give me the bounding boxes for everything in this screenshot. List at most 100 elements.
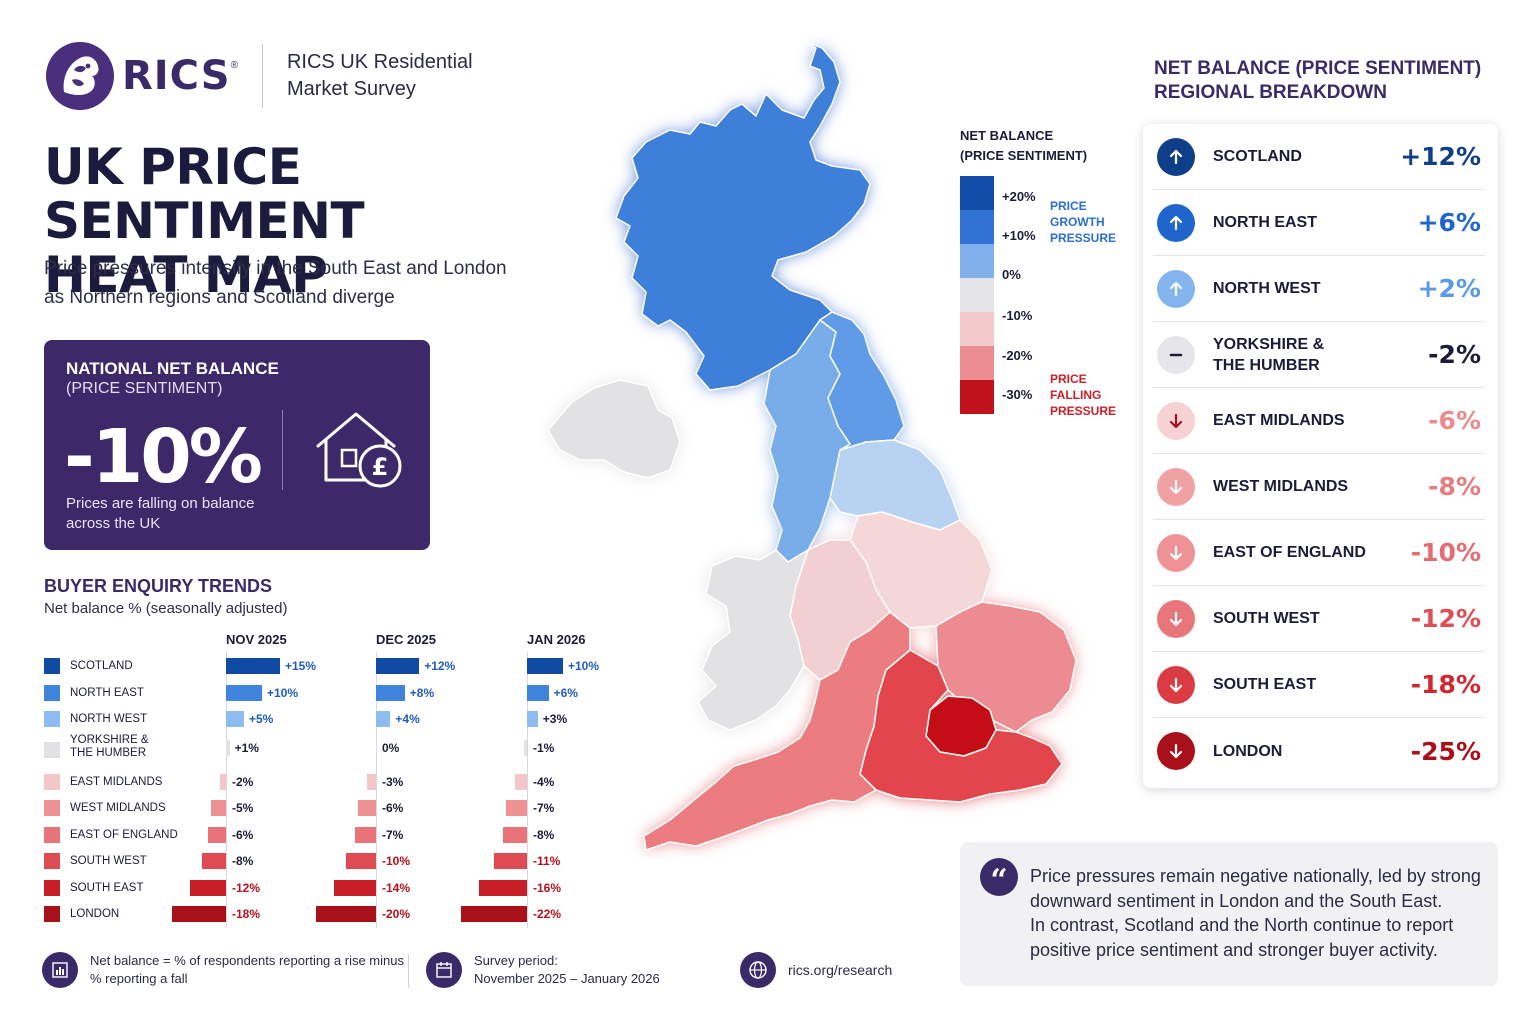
- website-link[interactable]: rics.org/research: [788, 962, 893, 978]
- regional-row: NORTH EAST +6%: [1153, 190, 1485, 256]
- trend-bar: [515, 774, 527, 790]
- trend-bar: [358, 800, 376, 816]
- national-divider: [282, 410, 283, 490]
- arrow-down-icon: [1157, 467, 1195, 506]
- logo-text: RICS: [122, 53, 231, 99]
- footer-note: Net balance = % of respondents reporting…: [42, 952, 404, 988]
- trend-bar: [334, 880, 376, 896]
- series-header: DEC 2025: [376, 632, 436, 647]
- series-axis-line: [376, 652, 377, 928]
- trend-bar-label: -18%: [232, 907, 261, 921]
- trend-category: WEST MIDLANDS: [44, 800, 180, 816]
- legend-swatch: [960, 380, 994, 414]
- legend-swatch: [960, 244, 994, 278]
- trend-bar: [211, 800, 226, 816]
- legend-tick-label: +20%: [1002, 189, 1036, 204]
- trend-bar-label: -16%: [533, 881, 562, 895]
- trend-bar-label: +3%: [542, 712, 568, 726]
- trend-bar-label: -7%: [382, 828, 404, 842]
- category-swatch: [44, 742, 60, 758]
- rics-logo-icon: [46, 42, 114, 110]
- trend-bar-label: +6%: [553, 686, 578, 700]
- category-label: EAST OF ENGLAND: [70, 828, 178, 841]
- regional-value: -8%: [1428, 472, 1481, 501]
- regional-row: SCOTLAND +12%: [1153, 124, 1485, 190]
- national-description: Prices are falling on balance across the…: [66, 495, 255, 532]
- national-value: -10%: [64, 414, 263, 500]
- category-label: YORKSHIRE & THE HUMBER: [70, 734, 149, 759]
- trend-bar: [226, 740, 230, 756]
- trend-bar-label: -2%: [232, 775, 254, 789]
- trend-bar: [172, 906, 226, 922]
- trends-subtitle: Net balance % (seasonally adjusted): [44, 600, 288, 617]
- quote-icon: “: [980, 858, 1018, 898]
- regional-row: SOUTH EAST -18%: [1153, 652, 1485, 718]
- regional-row: WEST MIDLANDS -8%: [1153, 454, 1485, 520]
- trend-bar-label: -6%: [382, 801, 404, 815]
- quote-box: “ Price pressures remain negative nation…: [960, 842, 1498, 986]
- trend-bar: [226, 685, 262, 701]
- regional-value: +6%: [1417, 208, 1481, 237]
- regional-name: YORKSHIRE & THE HUMBER: [1213, 335, 1325, 374]
- page-title: UK PRICE SENTIMENT HEAT MAP: [44, 138, 365, 304]
- trend-bar: [202, 853, 226, 869]
- trend-bar: [376, 685, 405, 701]
- legend-swatch: [960, 278, 994, 312]
- map-region-south-west: [643, 611, 911, 851]
- category-swatch: [44, 800, 60, 816]
- regional-name: WEST MIDLANDS: [1213, 478, 1349, 495]
- trend-category: NORTH WEST: [44, 711, 180, 727]
- regional-name: SCOTLAND: [1213, 148, 1302, 165]
- legend-swatch: [960, 346, 994, 380]
- legend-tick-label: -20%: [1002, 348, 1033, 363]
- regional-row: EAST OF ENGLAND -10%: [1153, 520, 1485, 586]
- arrow-down-icon: [1157, 599, 1195, 638]
- regional-row: SOUTH WEST -12%: [1153, 586, 1485, 652]
- arrow-down-icon: [1157, 665, 1195, 704]
- trend-bar: [506, 800, 527, 816]
- trends-title: BUYER ENQUIRY TRENDS: [44, 576, 273, 596]
- series-axis-line: [527, 652, 528, 928]
- trend-bar: [346, 853, 376, 869]
- legend-falling-note: PRICE FALLING PRESSURE: [1050, 372, 1117, 418]
- category-label: SCOTLAND: [70, 659, 133, 672]
- trend-category: SOUTH EAST: [44, 880, 180, 896]
- header-divider: [261, 44, 263, 108]
- footer-website[interactable]: rics.org/research: [740, 952, 892, 988]
- category-swatch: [44, 658, 60, 674]
- series-header: NOV 2025: [226, 632, 287, 647]
- category-swatch: [44, 685, 60, 701]
- trend-bar-label: -8%: [533, 828, 555, 842]
- regional-value: -25%: [1410, 736, 1481, 766]
- trend-bar: [190, 880, 226, 896]
- category-label: WEST MIDLANDS: [70, 801, 166, 814]
- category-label: NORTH EAST: [70, 686, 144, 699]
- trend-bar-label: -8%: [232, 854, 254, 868]
- trend-bar: [494, 853, 527, 869]
- trend-bar: [376, 711, 391, 727]
- registered-mark: ®: [230, 59, 238, 71]
- minus-icon: [1157, 335, 1195, 374]
- trend-bar-label: -1%: [533, 741, 555, 755]
- regional-row: EAST MIDLANDS -6%: [1153, 388, 1485, 454]
- bar-chart-icon: [42, 952, 78, 988]
- house-pound-icon: £: [316, 412, 402, 488]
- series-header: JAN 2026: [527, 632, 586, 647]
- regional-value: +2%: [1417, 274, 1481, 303]
- trend-category: SCOTLAND: [44, 658, 180, 674]
- regional-row: NORTH WEST +2%: [1153, 256, 1485, 322]
- trend-bar: [461, 906, 527, 922]
- trend-bar: [479, 880, 527, 896]
- legend-color-scale: [960, 176, 994, 414]
- trend-bar: [367, 774, 376, 790]
- regional-value: -2%: [1428, 340, 1481, 369]
- category-label: SOUTH WEST: [70, 854, 147, 867]
- regional-name: SOUTH EAST: [1213, 676, 1317, 693]
- trend-category: EAST OF ENGLAND: [44, 827, 180, 843]
- category-swatch: [44, 711, 60, 727]
- category-label: SOUTH EAST: [70, 881, 144, 894]
- legend-title: NET BALANCE (PRICE SENTIMENT): [960, 128, 1088, 163]
- legend-tick-label: +10%: [1002, 228, 1036, 243]
- trend-bar: [527, 711, 538, 727]
- series-axis-line: [226, 652, 227, 928]
